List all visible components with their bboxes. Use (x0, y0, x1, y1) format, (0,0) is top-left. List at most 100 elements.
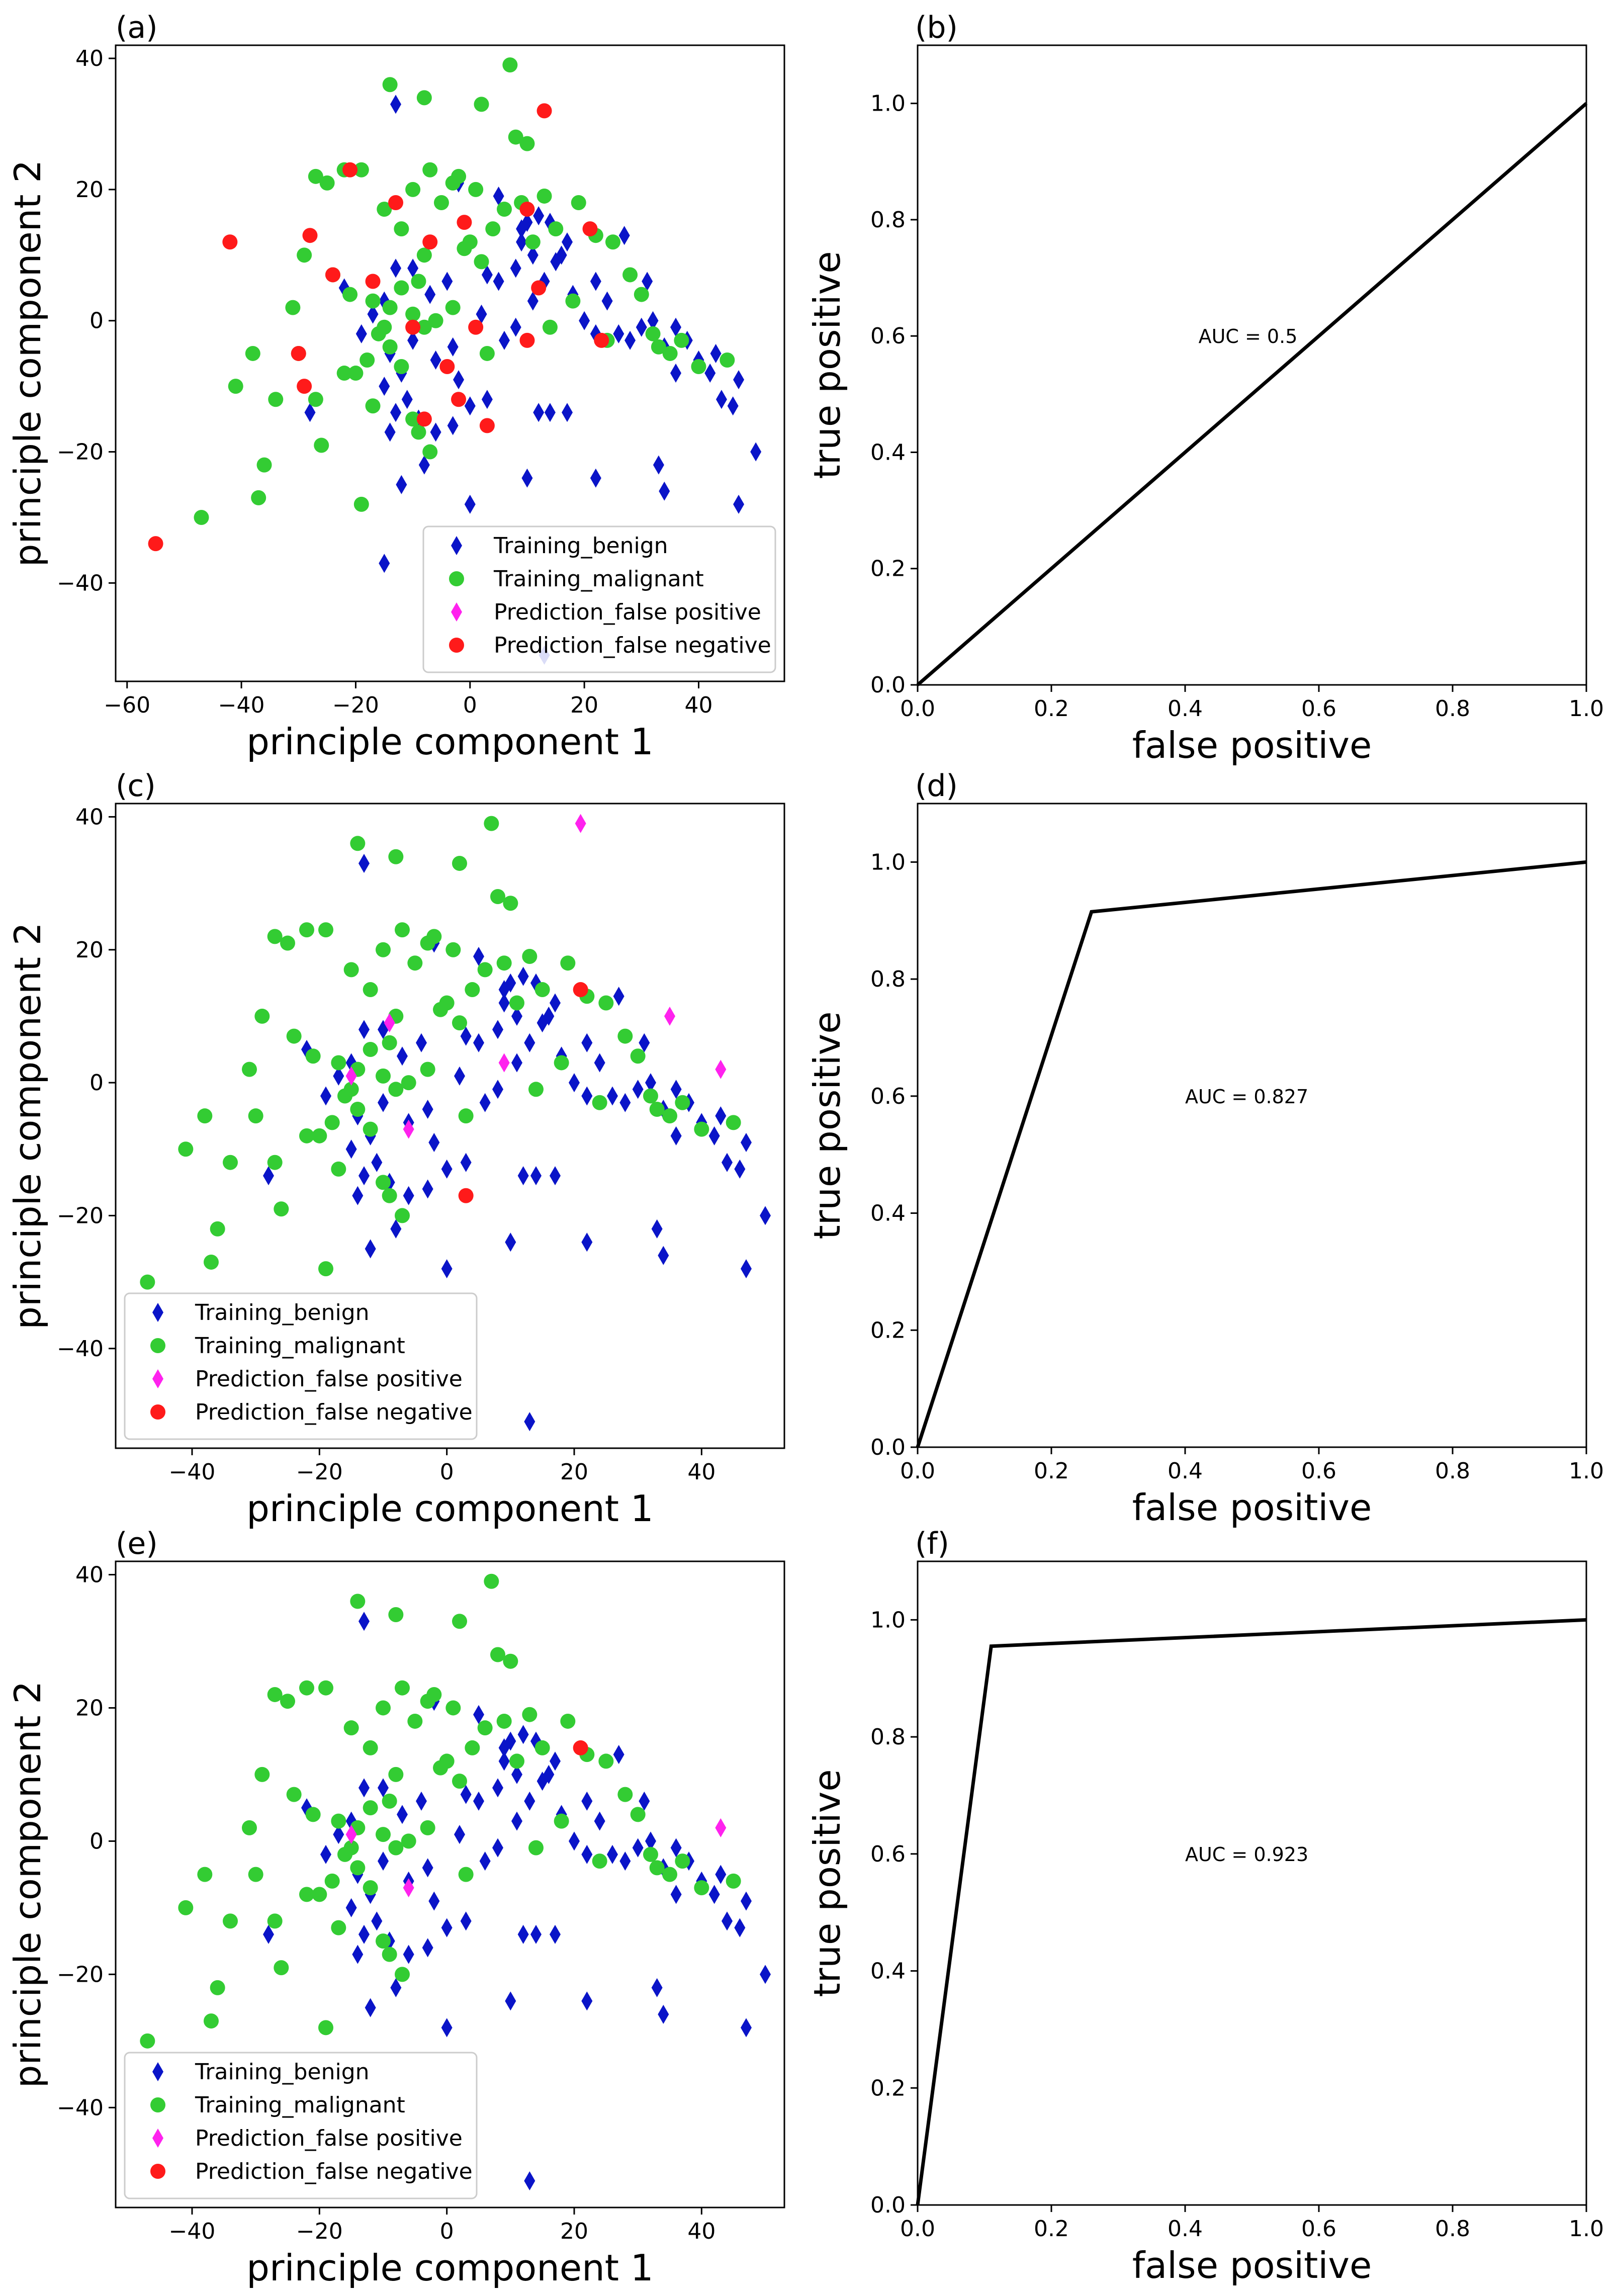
data-point (428, 313, 443, 328)
data-point (534, 1740, 550, 1755)
y-tick-label: 1.0 (870, 1607, 906, 1633)
data-point (715, 1818, 727, 1837)
x-tick-label: 20 (560, 2219, 588, 2244)
data-point (569, 1831, 580, 1851)
data-point (632, 1838, 644, 1858)
data-point (519, 332, 535, 348)
x-tick-label: 20 (560, 1459, 588, 1485)
data-point (422, 162, 438, 178)
data-point (388, 1767, 404, 1782)
data-point (474, 254, 489, 270)
data-point (531, 280, 547, 296)
data-point (493, 186, 504, 206)
y-tick-label: 0.6 (870, 1084, 906, 1109)
roc-curve (916, 860, 1587, 1448)
y-axis-label: principle component 2 (7, 922, 49, 1329)
data-point (363, 982, 378, 998)
y-axis-label: true positive (806, 1769, 848, 1997)
series-training-benign (263, 853, 771, 1432)
y-tick-label: −40 (57, 2095, 104, 2121)
x-tick-label: 40 (684, 692, 712, 718)
data-point (359, 1924, 370, 1944)
data-point (363, 1880, 378, 1896)
series-prediction-false-positive (345, 1818, 727, 1898)
x-tick-label: −40 (169, 1459, 216, 1485)
data-point (445, 942, 461, 957)
data-point (416, 90, 432, 106)
data-point (394, 359, 409, 375)
data-point (416, 1033, 427, 1052)
data-point (569, 1073, 580, 1093)
data-point (733, 494, 745, 514)
plot-area (148, 57, 762, 665)
data-point (452, 1774, 467, 1789)
data-point (601, 291, 613, 311)
data-point (473, 946, 484, 966)
data-point (395, 922, 410, 938)
data-point (403, 1945, 414, 1964)
axes-frame (115, 803, 785, 1449)
data-point (411, 424, 426, 440)
x-tick-label: 0.0 (900, 1458, 935, 1484)
data-point (522, 1707, 537, 1722)
data-point (379, 554, 390, 573)
data-point (447, 337, 459, 357)
data-point (348, 366, 364, 381)
data-point (388, 1607, 404, 1622)
data-point (528, 1840, 544, 1856)
data-point (560, 955, 576, 971)
data-point (670, 317, 682, 337)
data-point (490, 889, 505, 905)
data-point (312, 1128, 327, 1143)
data-point (416, 411, 432, 427)
data-point (581, 1991, 593, 2011)
data-point (479, 418, 495, 433)
data-point (352, 1186, 364, 1205)
data-point (405, 182, 421, 197)
series-prediction-false-negative (458, 982, 588, 1203)
data-point (388, 1840, 404, 1856)
data-point (359, 1778, 370, 1798)
data-point (343, 1720, 359, 1736)
data-point (476, 304, 487, 324)
data-point (363, 1121, 378, 1137)
x-tick-label: 0 (463, 692, 477, 718)
data-point (376, 1700, 391, 1716)
data-point (318, 1680, 333, 1696)
data-point (481, 265, 493, 285)
panel-label: (a) (116, 10, 158, 45)
data-point (562, 403, 573, 422)
data-point (528, 1082, 544, 1097)
data-point (363, 1042, 378, 1057)
data-point (619, 1093, 631, 1112)
data-point (613, 324, 624, 343)
data-point (305, 1807, 321, 1822)
legend-label: Prediction_false positive (195, 2126, 463, 2151)
x-tick-label: 1.0 (1569, 696, 1604, 722)
data-point (550, 1166, 561, 1186)
data-point (441, 272, 453, 291)
data-point (479, 1093, 491, 1112)
data-point (280, 935, 295, 951)
data-point (639, 1033, 650, 1052)
data-point (592, 1853, 607, 1869)
data-point (382, 1035, 397, 1050)
data-point (670, 1126, 682, 1145)
data-point (694, 1121, 709, 1137)
data-point (760, 1206, 771, 1225)
legend-marker (449, 638, 464, 653)
data-point (397, 1046, 408, 1066)
data-point (658, 2004, 669, 2024)
data-point (424, 285, 436, 304)
data-point (741, 1259, 752, 1279)
data-point (222, 234, 238, 250)
y-tick-label: 0.8 (870, 1724, 906, 1750)
data-point (651, 1219, 663, 1239)
data-point (379, 377, 390, 396)
data-point (441, 1159, 453, 1179)
roc-curve (916, 1618, 1587, 2205)
panel-label: (f) (915, 1526, 949, 1561)
data-point (274, 1960, 289, 1976)
x-tick-label: 0.2 (1034, 696, 1069, 722)
